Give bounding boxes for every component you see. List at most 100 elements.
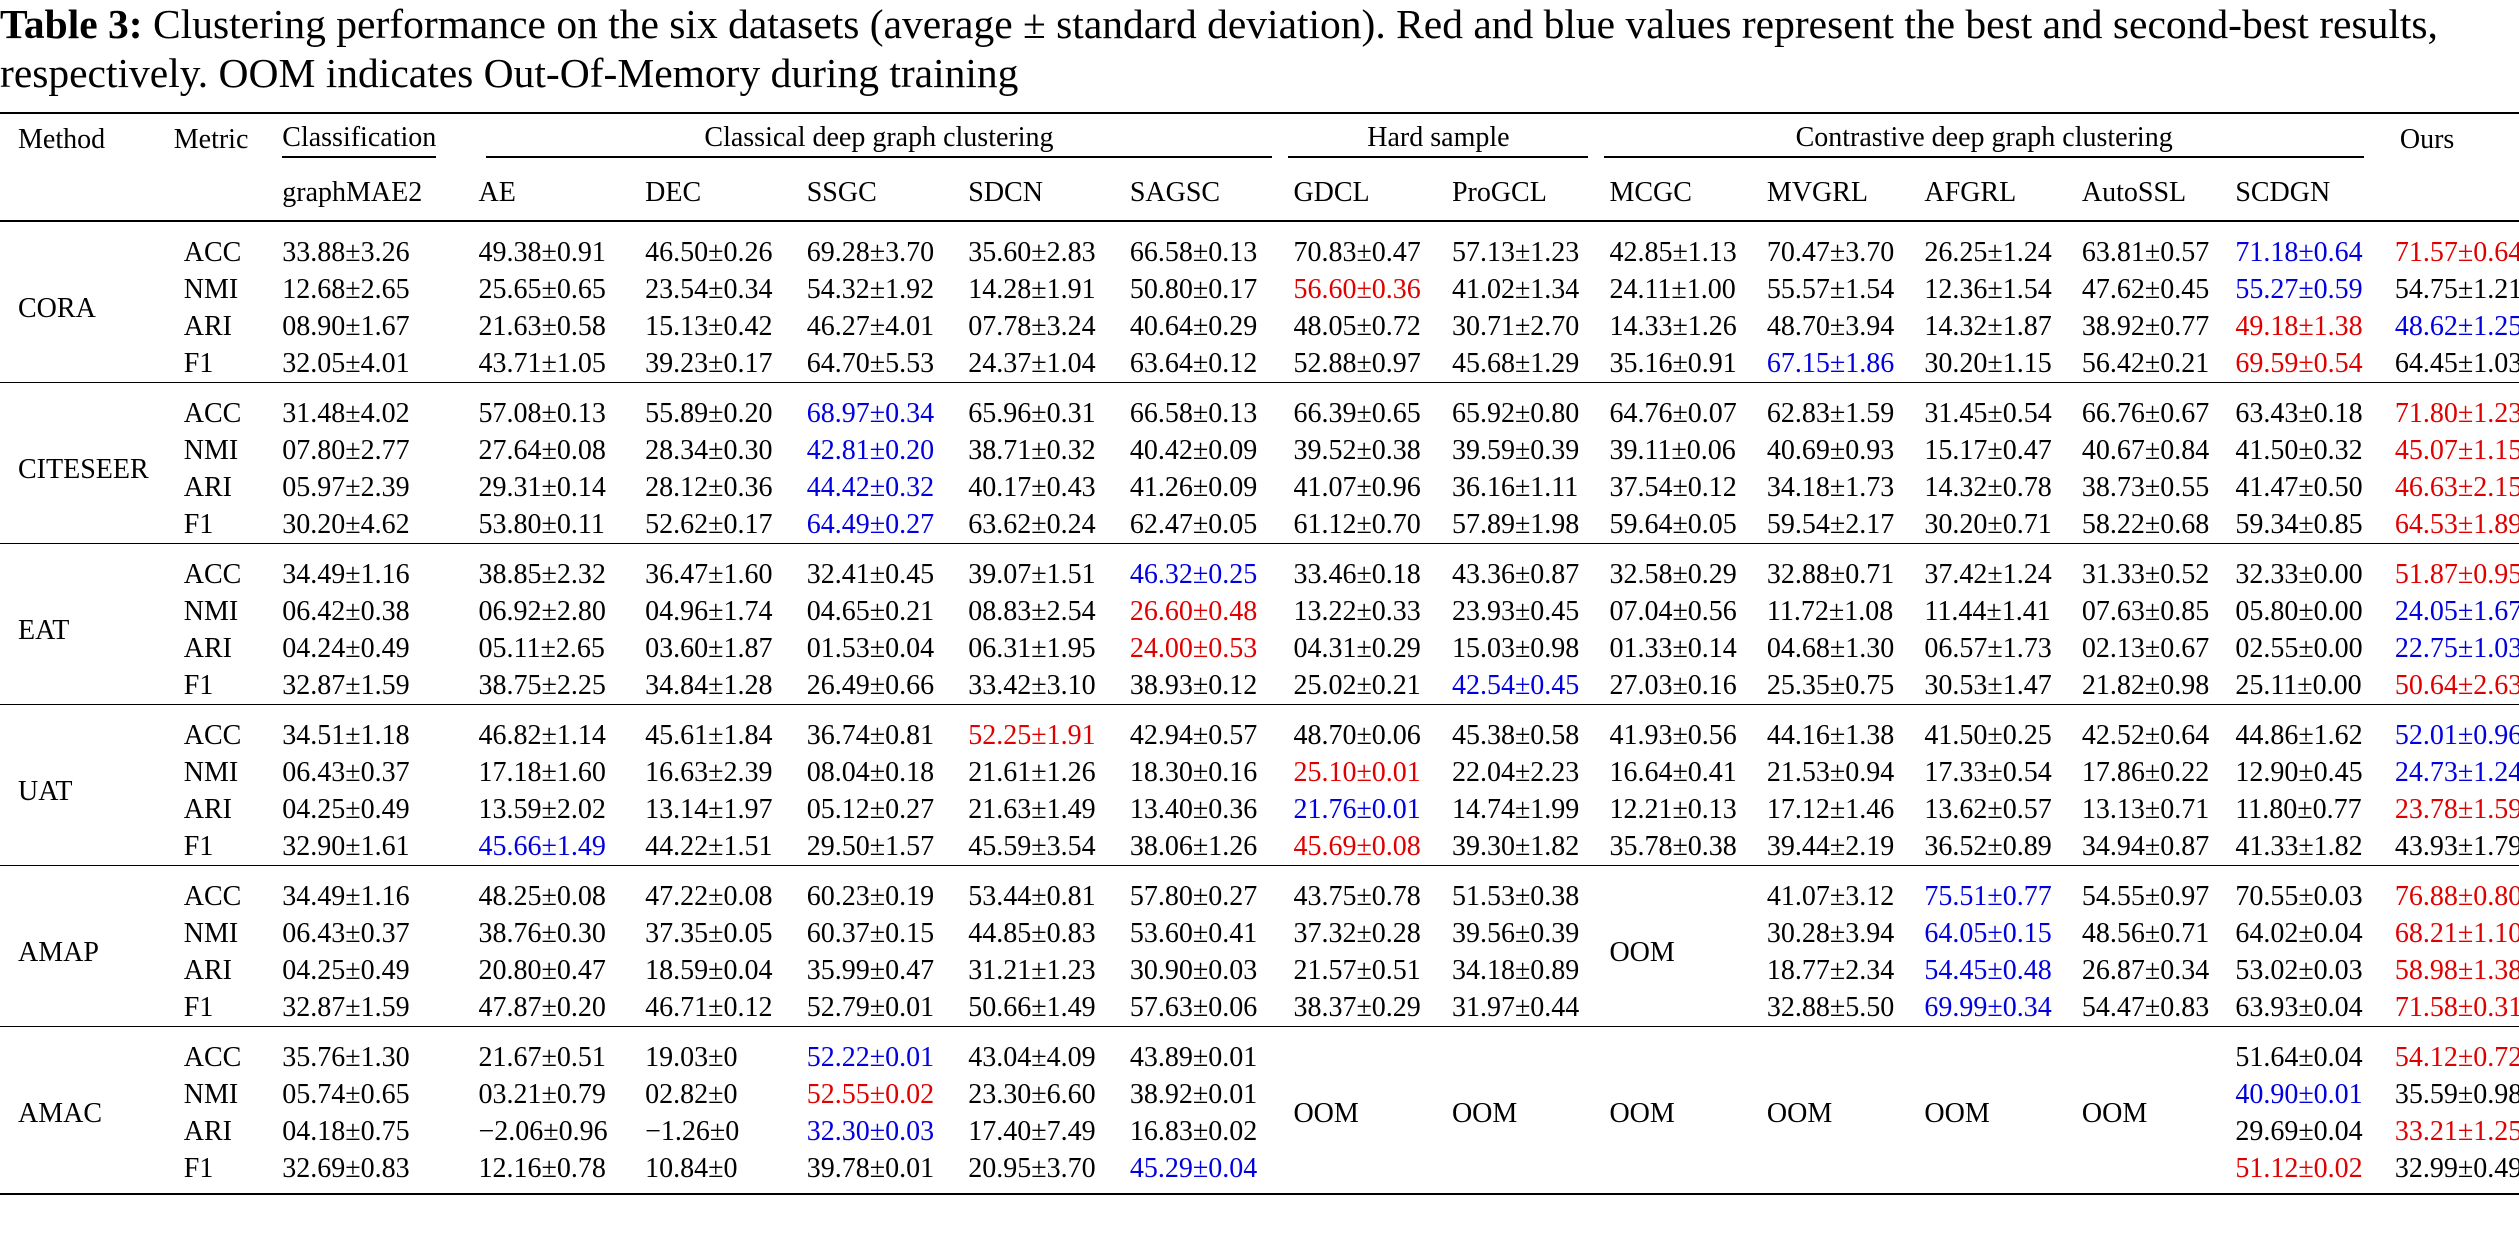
value-cell: 04.18±0.75	[282, 1116, 410, 1147]
value-cell: 49.38±0.91	[478, 237, 606, 268]
value-cell: 54.45±0.48	[1924, 955, 2052, 986]
value-cell: 30.71±2.70	[1451, 311, 1580, 342]
table-row: UAT ACC 34.51±1.18 46.82±1.14 45.61±1.84 36.7…	[0, 717, 2519, 807]
value-cell: 54.12±0.72	[2394, 1042, 2519, 1073]
metric-label: ACC	[183, 720, 242, 751]
value-cell: 24.05±1.67	[2394, 596, 2519, 627]
value-cell: 56.42±0.21	[2081, 348, 2210, 379]
value-cell: 29.50±1.57	[806, 831, 935, 862]
value-cell: 35.60±2.83	[968, 237, 1096, 268]
value-cell: 68.21±1.10	[2394, 918, 2519, 949]
value-cell: 39.56±0.39	[1451, 918, 1580, 949]
value-cell: 14.74±1.99	[1451, 794, 1580, 825]
value-cell: 31.48±4.02	[282, 398, 410, 429]
value-cell: 46.82±1.14	[478, 720, 606, 751]
metric-label: ARI	[183, 794, 232, 825]
value-cell: 34.49±1.16	[282, 559, 410, 590]
dataset-name: CORA	[18, 292, 96, 324]
metric-label: ARI	[183, 633, 232, 664]
value-cell: 41.07±0.96	[1293, 472, 1421, 503]
table-row: NMI 06.43±0.37 38.76±0.30 37.35±0.05 60.37±0…	[0, 915, 2519, 952]
table-row: CITESEER ACC 31.48±4.02 57.08±0.13 55.89±0.2…	[0, 395, 2519, 485]
table-row: F1 32.87±1.59 38.75±2.25 34.84±1.28 26.49±0.…	[0, 667, 2519, 705]
value-cell: 05.11±2.65	[478, 633, 605, 664]
value-cell: 52.62±0.17	[645, 509, 773, 540]
value-cell: 64.45±1.03	[2394, 348, 2519, 379]
value-cell: 70.47±3.70	[1766, 237, 1895, 268]
value-cell: 01.33±0.14	[1609, 633, 1737, 664]
caption-text: Clustering performance on the six datase…	[0, 1, 2438, 96]
value-cell: 35.78±0.38	[1609, 831, 1737, 862]
value-cell: 60.23±0.19	[806, 881, 935, 912]
value-cell: 38.75±2.25	[478, 670, 606, 701]
value-cell: 44.86±1.62	[2235, 720, 2363, 751]
value-cell: 12.36±1.54	[1924, 274, 2052, 305]
value-cell: 05.97±2.39	[282, 472, 410, 503]
dataset-name: AMAP	[18, 936, 99, 968]
metric-label: ACC	[183, 237, 242, 268]
metric-label: ARI	[183, 1116, 232, 1147]
model-header-gdcl: GDCL	[1288, 166, 1447, 222]
table-row: AMAC ACC 35.76±1.30 21.67±0.51 19.03±0 52.22±…	[0, 1039, 2519, 1129]
value-cell: 11.80±0.77	[2235, 794, 2362, 825]
value-cell: 63.81±0.57	[2081, 237, 2210, 268]
value-cell: 63.43±0.18	[2235, 398, 2363, 429]
value-cell: 51.64±0.04	[2235, 1042, 2363, 1073]
value-cell: 38.85±2.32	[478, 559, 606, 590]
value-cell: 34.51±1.18	[282, 720, 410, 751]
value-cell: 64.05±0.15	[1924, 918, 2052, 949]
value-cell: 14.33±1.26	[1609, 311, 1737, 342]
model-header-scdgn: SCDGN	[2230, 166, 2390, 222]
value-cell: 12.90±0.45	[2235, 757, 2363, 788]
metric-label: ARI	[183, 955, 232, 986]
metric-label: ACC	[183, 1042, 242, 1073]
table-row: F1 32.87±1.59 47.87±0.20 46.71±0.12 52.79±0.…	[0, 989, 2519, 1027]
oom-cell: OOM	[1609, 936, 1675, 968]
value-cell: 10.84±0	[645, 1153, 738, 1184]
value-cell: 06.43±0.37	[282, 918, 410, 949]
value-cell: 21.76±0.01	[1293, 794, 1421, 825]
value-cell: 26.87±0.34	[2081, 955, 2210, 986]
value-cell: 20.80±0.47	[478, 955, 606, 986]
table-caption: Table 3: Clustering performance on the s…	[0, 0, 2519, 98]
value-cell: 54.75±1.21	[2394, 274, 2519, 305]
value-cell: 62.47±0.05	[1129, 509, 1258, 540]
value-cell: 44.42±0.32	[806, 472, 935, 503]
dataset-name: AMAC	[18, 1097, 103, 1129]
value-cell: 60.37±0.15	[806, 918, 935, 949]
value-cell: 69.28±3.70	[806, 237, 935, 268]
value-cell: 27.03±0.16	[1609, 670, 1737, 701]
value-cell: 05.74±0.65	[282, 1079, 410, 1110]
value-cell: 48.62±1.25	[2394, 311, 2519, 342]
value-cell: 23.30±6.60	[968, 1079, 1096, 1110]
value-cell: 04.24±0.49	[282, 633, 410, 664]
value-cell: 43.71±1.05	[478, 348, 606, 379]
value-cell: 63.93±0.04	[2235, 992, 2363, 1023]
value-cell: 41.26±0.09	[1129, 472, 1258, 503]
header-metric: Metric	[173, 112, 271, 166]
value-cell: 47.87±0.20	[478, 992, 606, 1023]
value-cell: 33.42±3.10	[968, 670, 1096, 701]
value-cell: 46.27±4.01	[806, 311, 935, 342]
value-cell: 31.45±0.54	[1924, 398, 2052, 429]
value-cell: 52.88±0.97	[1293, 348, 1421, 379]
value-cell: 58.22±0.68	[2081, 509, 2210, 540]
table-row: NMI 06.43±0.37 17.18±1.60 16.63±2.39 08.04±0…	[0, 754, 2519, 791]
value-cell: 38.37±0.29	[1293, 992, 1421, 1023]
table-row: ARI 04.18±0.75 −2.06±0.96 −1.26±0 32.30±0.03…	[0, 1113, 2519, 1150]
group-classification: Classification	[282, 122, 437, 158]
value-cell: 30.28±3.94	[1766, 918, 1895, 949]
table-row: ARI 04.25±0.49 20.80±0.47 18.59±0.04 35.99±0…	[0, 952, 2519, 989]
value-cell: 48.70±0.06	[1293, 720, 1421, 751]
value-cell: 76.88±0.80	[2394, 881, 2519, 912]
value-cell: 61.12±0.70	[1293, 509, 1421, 540]
metric-label: F1	[183, 509, 214, 540]
group-ours: Ours	[2389, 112, 2519, 166]
value-cell: 06.92±2.80	[478, 596, 606, 627]
value-cell: 24.37±1.04	[968, 348, 1096, 379]
oom-cell: OOM	[1609, 1097, 1675, 1129]
metric-label: F1	[183, 670, 214, 701]
value-cell: 66.39±0.65	[1293, 398, 1421, 429]
value-cell: 34.18±0.89	[1451, 955, 1580, 986]
oom-cell: OOM	[1451, 1097, 1518, 1129]
